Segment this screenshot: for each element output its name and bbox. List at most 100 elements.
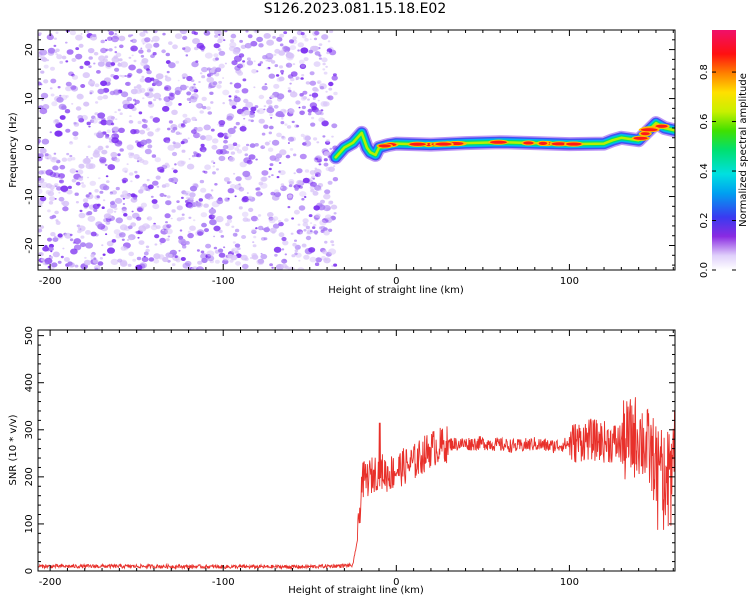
noise-speck [237,149,242,153]
noise-speck [322,63,325,66]
noise-speck [117,153,120,156]
noise-speck [279,162,282,164]
noise-speck [151,196,154,198]
noise-speck [171,209,175,212]
noise-speck [173,127,178,131]
noise-speck [310,123,315,127]
noise-speck [65,109,70,113]
noise-speck [118,128,125,133]
noise-speck [223,145,229,149]
noise-speck [115,30,117,32]
noise-speck [247,60,253,65]
noise-speck [118,59,120,61]
noise-speck [226,133,231,137]
noise-speck [298,224,301,226]
noise-speck [288,137,294,142]
noise-speck [87,122,91,126]
noise-speck [299,60,305,65]
noise-speck [201,223,207,228]
noise-speck [40,83,42,85]
noise-speck [301,198,304,201]
noise-speck [239,40,243,43]
noise-speck [58,86,61,88]
noise-speck [311,117,314,120]
noise-speck [109,31,114,35]
noise-speck [96,70,101,74]
noise-speck [313,183,317,186]
noise-speck [42,139,49,145]
noise-speck [318,100,320,102]
noise-speck [211,189,214,191]
noise-speck [243,217,249,222]
noise-speck [157,128,161,131]
noise-speck [139,240,145,245]
colorbar-tick-label: 0.2 [699,213,710,229]
noise-speck [322,135,325,137]
y-tick-label: 500 [24,326,35,345]
noise-speck [264,237,268,240]
noise-speck [333,92,337,95]
noise-speck [277,176,280,178]
noise-speck [303,222,309,226]
noise-speck [102,206,105,209]
noise-speck [97,96,103,101]
noise-speck [206,106,211,110]
noise-speck [133,99,136,102]
noise-speck [101,40,105,44]
noise-speck [316,141,319,143]
noise-speck [89,192,92,194]
noise-speck [84,257,87,259]
noise-speck [295,100,300,104]
noise-speck [303,229,306,232]
noise-speck [78,164,84,169]
noise-speck [105,233,107,235]
noise-speck [248,208,253,212]
noise-speck [298,42,304,47]
noise-speck [78,225,86,231]
noise-speck [210,101,213,104]
noise-speck [242,88,249,93]
noise-speck [314,31,319,35]
noise-speck [167,128,171,131]
noise-speck [208,111,213,115]
noise-speck [288,206,291,208]
noise-speck [315,262,319,266]
y-tick-label: 100 [24,514,35,533]
noise-speck [202,97,207,101]
noise-speck [136,217,141,221]
noise-speck [157,167,164,173]
x-tick-label: -200 [39,577,62,588]
noise-speck [142,97,144,99]
noise-speck [298,260,300,262]
noise-speck [168,41,173,45]
noise-speck [266,40,274,46]
noise-speck [270,95,274,98]
noise-speck [116,53,122,57]
noise-speck [202,150,206,153]
noise-speck [89,56,93,60]
noise-speck [196,153,201,157]
x-tick-label: 100 [560,276,579,287]
noise-speck [284,123,287,125]
noise-speck [264,33,271,39]
noise-speck [209,73,213,76]
noise-speck [135,88,142,94]
noise-speck [320,189,322,191]
noise-speck [140,140,147,146]
noise-speck [72,75,78,80]
noise-speck [239,53,244,57]
noise-speck [261,170,268,176]
noise-speck [69,155,72,157]
noise-speck [202,106,206,109]
noise-speck [172,152,177,156]
noise-speck [75,54,82,60]
noise-speck [286,187,288,189]
noise-speck [124,247,128,250]
noise-speck [127,75,132,79]
noise-speck [86,156,88,158]
noise-speck [281,237,286,241]
noise-speck [141,76,144,78]
noise-speck [309,94,311,96]
noise-speck [288,142,290,144]
noise-speck [165,77,171,82]
